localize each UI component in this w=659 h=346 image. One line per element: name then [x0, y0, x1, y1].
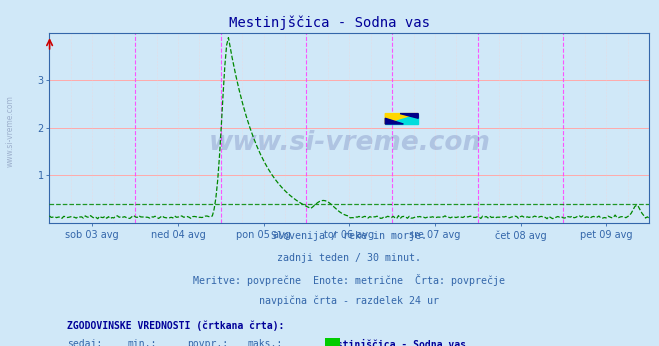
Text: Meritve: povprečne  Enote: metrične  Črta: povprečje: Meritve: povprečne Enote: metrične Črta:…: [193, 274, 505, 286]
Text: Mestinjščica - Sodna vas: Mestinjščica - Sodna vas: [229, 16, 430, 30]
Polygon shape: [386, 113, 418, 124]
Text: ZGODOVINSKE VREDNOSTI (črtkana črta):: ZGODOVINSKE VREDNOSTI (črtkana črta):: [67, 320, 285, 330]
Text: min.:: min.:: [127, 339, 157, 346]
Polygon shape: [386, 113, 418, 124]
Text: www.si-vreme.com: www.si-vreme.com: [5, 95, 14, 167]
Text: Mestinjščica - Sodna vas: Mestinjščica - Sodna vas: [326, 339, 467, 346]
Polygon shape: [386, 118, 403, 124]
Text: sedaj:: sedaj:: [67, 339, 103, 346]
Polygon shape: [400, 113, 418, 118]
FancyBboxPatch shape: [326, 338, 340, 346]
Text: navpična črta - razdelek 24 ur: navpična črta - razdelek 24 ur: [259, 295, 440, 306]
Text: zadnji teden / 30 minut.: zadnji teden / 30 minut.: [277, 253, 421, 263]
Text: www.si-vreme.com: www.si-vreme.com: [208, 130, 490, 156]
Text: povpr.:: povpr.:: [187, 339, 229, 346]
Text: maks.:: maks.:: [247, 339, 283, 346]
Text: Slovenija / reke in morje.: Slovenija / reke in morje.: [272, 231, 427, 242]
